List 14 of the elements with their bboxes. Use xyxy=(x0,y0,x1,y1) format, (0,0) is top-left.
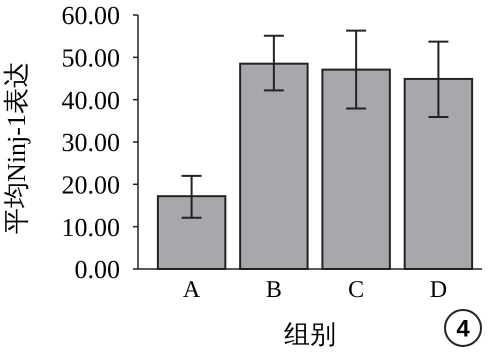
y-axis-title: 平均Ninj-1表达 xyxy=(2,62,31,234)
y-tick-label: 50.00 xyxy=(62,43,120,72)
x-axis-title: 组别 xyxy=(284,320,336,349)
x-tick-label: B xyxy=(266,277,282,303)
y-tick-label: 10.00 xyxy=(62,212,120,242)
y-tick-label: 20.00 xyxy=(62,170,120,200)
text: 4 xyxy=(456,316,470,343)
x-tick-label: A xyxy=(182,277,201,303)
y-tick-label: 40.00 xyxy=(62,86,120,115)
y-tick-label: 30.00 xyxy=(62,128,120,158)
y-tick-label: 0.00 xyxy=(74,255,120,284)
x-tick-label: D xyxy=(430,277,448,303)
x-tick-label: C xyxy=(348,277,364,303)
y-tick-label: 60.00 xyxy=(62,1,120,30)
